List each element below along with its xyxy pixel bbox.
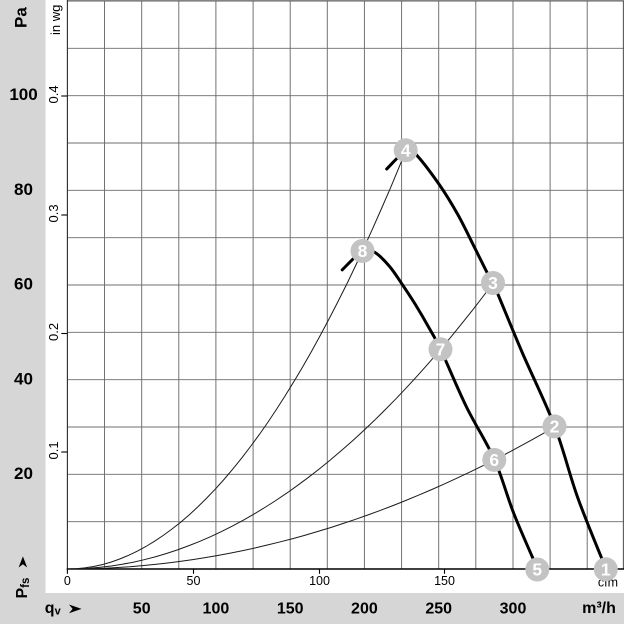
svg-text:in wg: in wg — [48, 5, 63, 35]
svg-text:0.1: 0.1 — [46, 441, 61, 459]
svg-text:100: 100 — [203, 601, 230, 618]
svg-text:60: 60 — [14, 275, 33, 294]
svg-text:20: 20 — [14, 464, 33, 483]
svg-text:6: 6 — [489, 450, 499, 470]
svg-text:0.4: 0.4 — [46, 85, 61, 103]
svg-text:150: 150 — [277, 601, 304, 618]
svg-text:200: 200 — [351, 601, 378, 618]
svg-text:100: 100 — [9, 85, 37, 104]
svg-text:80: 80 — [14, 180, 33, 199]
svg-text:2: 2 — [550, 417, 560, 437]
svg-text:40: 40 — [14, 369, 33, 388]
svg-text:0.3: 0.3 — [46, 204, 61, 222]
svg-text:50: 50 — [187, 574, 201, 588]
svg-text:250: 250 — [425, 601, 452, 618]
svg-text:qv: qv — [45, 600, 62, 618]
svg-text:100: 100 — [309, 574, 330, 588]
svg-text:1: 1 — [601, 560, 611, 580]
svg-text:0: 0 — [64, 574, 71, 588]
svg-text:300: 300 — [500, 601, 527, 618]
svg-text:7: 7 — [436, 340, 446, 360]
svg-text:150: 150 — [434, 574, 455, 588]
svg-text:0.2: 0.2 — [46, 323, 61, 341]
svg-text:4: 4 — [401, 141, 411, 161]
svg-text:Pa: Pa — [12, 7, 31, 28]
svg-text:Pfs: Pfs — [14, 578, 32, 599]
svg-text:50: 50 — [133, 601, 151, 618]
svg-text:3: 3 — [488, 273, 498, 293]
svg-text:m³/h: m³/h — [582, 600, 616, 617]
svg-text:8: 8 — [358, 241, 368, 261]
svg-text:5: 5 — [532, 560, 542, 580]
